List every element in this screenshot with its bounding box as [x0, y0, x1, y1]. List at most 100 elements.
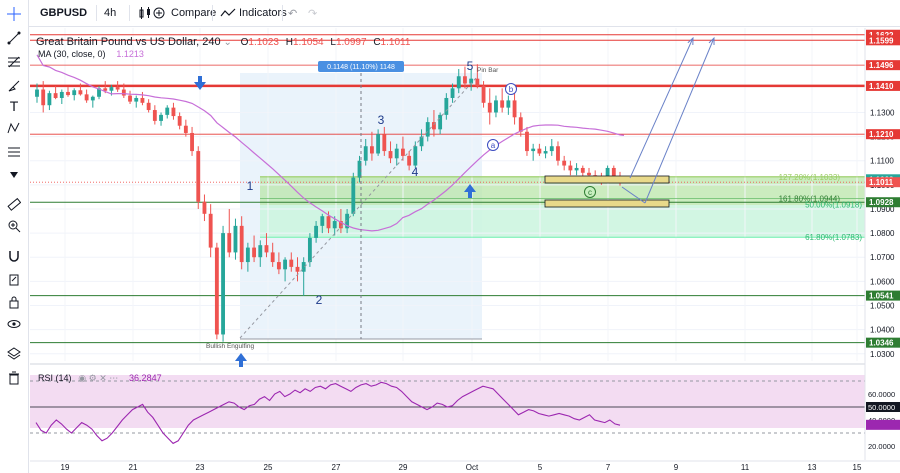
candle-body — [183, 125, 188, 133]
chart-legend: Great Britain Pound vs US Dollar, 240 ⌄ … — [36, 36, 410, 48]
divider — [96, 5, 97, 21]
ruler-icon[interactable] — [4, 194, 24, 214]
rsi-label: RSI (14) — [38, 373, 72, 383]
candle-body — [543, 151, 548, 154]
candle-body — [53, 93, 58, 98]
fib-icon[interactable] — [4, 52, 24, 72]
price-tag — [866, 60, 900, 71]
x-tick-label: 13 — [808, 463, 817, 472]
candle-body — [518, 117, 523, 132]
rsi-current-tag — [866, 419, 900, 430]
x-tick-label: 19 — [61, 463, 70, 472]
ma-legend[interactable]: MA (30, close, 0) 1.1213 — [38, 49, 144, 60]
trash-icon[interactable] — [4, 368, 24, 388]
rsi-line — [35, 381, 621, 445]
brush-icon[interactable] — [4, 76, 24, 96]
candle-body — [221, 233, 225, 335]
candle-body — [97, 88, 101, 97]
rsi-tick-label: 50.0000 — [868, 403, 895, 412]
x-tick-label: 21 — [129, 463, 138, 472]
ohlc-high: 1.1054 — [293, 37, 324, 48]
pencil-lock-icon[interactable] — [4, 270, 24, 290]
candle-body — [258, 245, 263, 258]
candle-body — [562, 160, 567, 166]
eye-icon[interactable] — [4, 314, 24, 334]
x-tick-label: 25 — [264, 463, 273, 472]
candle-body — [506, 100, 511, 108]
layers-icon[interactable] — [4, 344, 24, 364]
price-axis: 1.13001.12001.11001.10001.09001.08001.07… — [864, 28, 900, 473]
candle-body — [239, 225, 244, 263]
wave-circle-a — [487, 139, 499, 151]
candle-body — [177, 116, 182, 126]
undo-button[interactable]: ↶ — [288, 0, 297, 26]
candle-body — [382, 134, 387, 152]
lock-icon[interactable] — [4, 292, 24, 312]
price-tag — [866, 35, 900, 46]
projection-arrow-2-head — [708, 36, 715, 46]
target-box — [544, 175, 670, 184]
magnet-icon[interactable] — [4, 246, 24, 266]
candle-body — [233, 225, 238, 253]
compare-button[interactable]: Compare — [152, 0, 216, 26]
candle-body — [115, 87, 120, 90]
legend-dropdown-icon[interactable]: ⌄ — [223, 37, 235, 48]
wave-label-2: 2 — [316, 293, 323, 307]
candle-body — [140, 97, 145, 103]
divider — [212, 5, 213, 21]
price-tag — [866, 177, 900, 188]
indicators-button[interactable]: Indicators — [220, 0, 287, 26]
price-tag-label: 1.1011 — [869, 178, 894, 187]
interval-button[interactable]: 4h — [104, 0, 116, 26]
text-icon[interactable]: T — [9, 98, 19, 114]
y-tick-label: 1.0900 — [870, 205, 895, 214]
price-tag-label: 1.0928 — [869, 198, 894, 207]
candle-body — [152, 110, 157, 121]
candle-body — [59, 91, 64, 98]
wave-label-1: 1 — [247, 179, 254, 193]
candle-body — [388, 151, 393, 159]
candle-body — [202, 201, 207, 214]
rsi-legend[interactable]: RSI (14) ◉ ⚙ ✕ ⋯ 36.2847 — [38, 373, 162, 384]
time-axis: 19 21 23 25 27 29 Oct 5 7 9 11 13 15 — [30, 460, 900, 472]
fib-trend-line — [239, 77, 477, 339]
symbol-search[interactable]: GBPUSD — [40, 0, 87, 26]
candle-body — [320, 216, 325, 226]
ohlc-low: 1.0997 — [335, 37, 367, 48]
rsi-tick-label: 60.0000 — [868, 390, 895, 399]
crosshair-icon[interactable] — [4, 4, 24, 24]
candle-body — [525, 131, 529, 152]
trend-line-icon[interactable] — [4, 28, 24, 48]
undo-icon: ↶ — [288, 7, 298, 20]
candle-body — [171, 107, 176, 117]
drawing-toolbar: T — [0, 0, 29, 473]
price-tag-label: 1.0346 — [869, 339, 894, 348]
divider — [129, 5, 130, 21]
redo-button[interactable]: ↷ — [308, 0, 317, 26]
interval-label: 4h — [104, 7, 117, 19]
x-tick-label: 27 — [332, 463, 341, 472]
chart-style-button[interactable] — [138, 0, 152, 26]
candle-body — [549, 146, 554, 152]
candle-body — [196, 151, 201, 202]
wave-label-3: 3 — [378, 113, 385, 127]
candle-body — [84, 94, 89, 101]
zoom-in-icon[interactable] — [4, 216, 24, 236]
rsi-band — [30, 375, 865, 428]
y-tick-label: 1.1100 — [870, 157, 894, 166]
candle-body — [407, 155, 412, 166]
candle-body — [295, 266, 300, 272]
candle-body — [47, 93, 52, 106]
candle-body — [134, 97, 139, 102]
buy-signal-arrow-bottom-stem — [239, 360, 243, 367]
candle-body — [369, 146, 374, 154]
x-tick-label: 15 — [853, 463, 862, 472]
candle-body — [357, 160, 362, 178]
arrow-down-icon[interactable] — [4, 164, 24, 184]
pattern-icon[interactable] — [4, 118, 24, 138]
candle-body — [611, 167, 616, 178]
x-tick-label: 9 — [674, 463, 679, 472]
measure-list-icon[interactable] — [4, 142, 24, 162]
fib-zone-lower — [260, 205, 865, 238]
